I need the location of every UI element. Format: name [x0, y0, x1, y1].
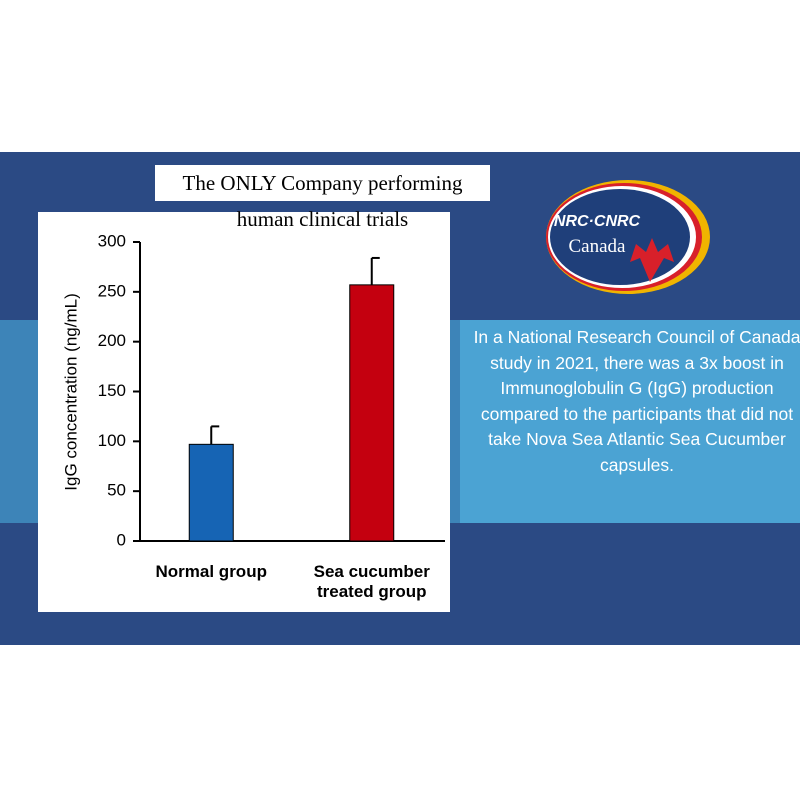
y-tick-label: 200: [98, 331, 126, 350]
logo-bottom: Canada: [569, 236, 627, 257]
x-tick-label: Normal group: [155, 562, 267, 581]
y-tick-label: 150: [98, 381, 126, 400]
y-tick-label: 100: [98, 431, 126, 450]
maple-leaf: [630, 238, 674, 282]
logo: NRC·CNRC Canada: [546, 180, 710, 294]
y-axis-label: IgG concentration (ng/mL): [61, 293, 80, 490]
bar: [349, 284, 395, 542]
x-tick-label: Sea cucumber treated group: [313, 562, 430, 601]
y-tick-label: 50: [107, 481, 126, 500]
description: In a National Research Council of Canada…: [473, 327, 800, 475]
bar: [188, 443, 234, 542]
chart: IgG concentration (ng/mL) 0 50 100 150 200 25…: [61, 231, 445, 549]
blue-stripe-right: [460, 320, 800, 523]
y-tick-label: 250: [98, 281, 126, 300]
y-tick-label: 0: [117, 530, 126, 549]
y-tick-label: 300: [98, 231, 126, 250]
banner-title: The ONLY Company performing human clinic…: [155, 165, 490, 231]
logo-top: NRC·CNRC: [554, 213, 641, 230]
